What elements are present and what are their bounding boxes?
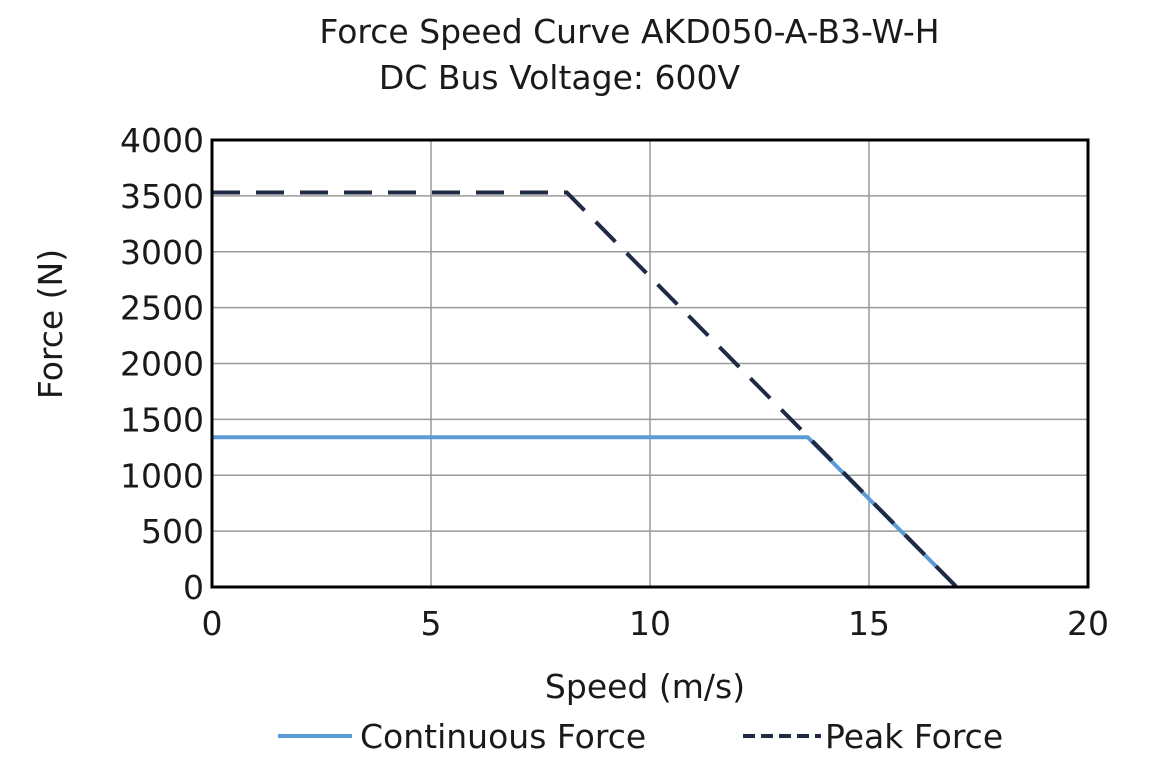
y-tick-label: 2000: [120, 345, 204, 384]
x-tick-label: 0: [202, 604, 223, 643]
x-tick-label: 20: [1067, 604, 1109, 643]
x-tick-label: 15: [848, 604, 890, 643]
y-tick-label: 500: [141, 512, 204, 551]
series-line-peak-force: [212, 190, 959, 589]
legend-label: Peak Force: [825, 717, 1003, 756]
x-tick-label: 10: [629, 604, 671, 643]
legend: Continuous Force Peak Force: [278, 717, 1003, 756]
chart-subtitle: DC Bus Voltage: 600V: [378, 58, 741, 97]
y-tick-label: 0: [183, 568, 204, 607]
legend-label: Continuous Force: [360, 717, 646, 756]
y-tick-label: 1000: [120, 456, 204, 495]
y-tick-label: 3500: [120, 177, 204, 216]
series-layer: [212, 190, 959, 589]
y-tick-label: 3000: [120, 233, 204, 272]
y-tick-label: 4000: [120, 121, 204, 160]
x-axis-label: Speed (m/s): [545, 667, 745, 706]
plot-frame: [210, 138, 1090, 589]
grid: [211, 139, 1089, 588]
y-axis-label: Force (N): [31, 249, 70, 399]
y-tick-label: 1500: [120, 400, 204, 439]
series-line-continuous-force: [212, 435, 959, 589]
y-tick-label: 2500: [120, 289, 204, 328]
tick-labels: 0 500 1000 1500 2000 2500 3000 3500 4000 0 5 10 15 20: [120, 121, 1109, 643]
chart-title: Force Speed Curve AKD050-A-B3-W-H: [319, 12, 940, 51]
x-tick-label: 5: [421, 604, 442, 643]
